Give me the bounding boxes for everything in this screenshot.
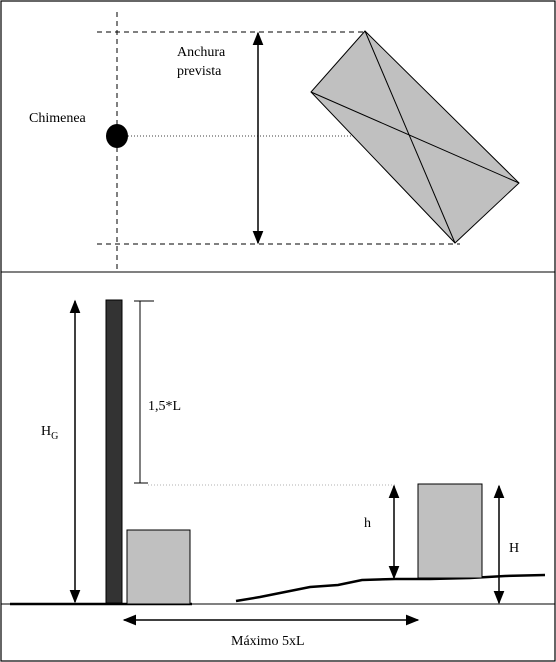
chimney-plan-symbol bbox=[106, 124, 128, 148]
building-plan-diagonal-1 bbox=[364, 30, 456, 244]
chimney-elevation bbox=[105, 299, 123, 604]
chimney-label: Chimenea bbox=[29, 111, 87, 126]
building-height-label: H bbox=[509, 541, 519, 556]
plan-view: Chimenea Anchura prevista bbox=[29, 12, 520, 272]
max-distance-label: Máximo 5xL bbox=[231, 634, 305, 649]
adjacent-building-near bbox=[126, 529, 191, 605]
offset-label: 1,5*L bbox=[148, 399, 181, 414]
small-h-label: h bbox=[364, 516, 371, 531]
elevation-view: HG 1,5*L h H Máximo 5xL bbox=[1, 299, 555, 649]
building-plan-diagonal-2 bbox=[310, 91, 520, 184]
hg-label: HG bbox=[41, 424, 58, 442]
width-label-line1: Anchura bbox=[177, 45, 226, 60]
width-label-line2: prevista bbox=[177, 64, 222, 79]
adjacent-building-far bbox=[417, 483, 483, 579]
